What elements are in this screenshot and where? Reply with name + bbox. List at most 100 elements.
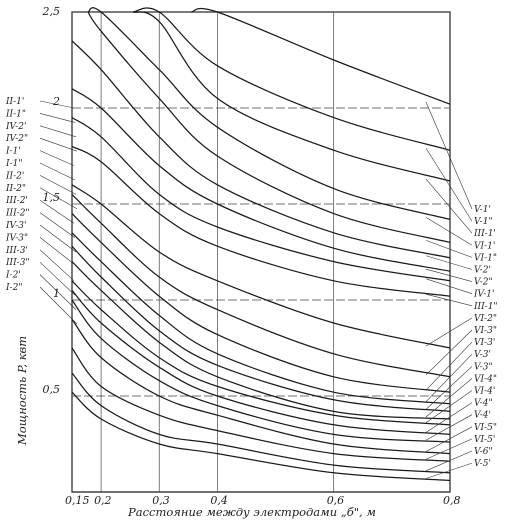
right-leader-line xyxy=(425,178,473,234)
right-leader-line xyxy=(425,329,473,376)
left-leader-line xyxy=(39,286,78,325)
right-leader-line xyxy=(425,450,473,472)
y-tick-label: 1,5 xyxy=(43,191,61,204)
left-leader-line xyxy=(39,175,77,195)
right-leader-line xyxy=(425,353,473,402)
series-line xyxy=(71,391,451,482)
right-curve-label: IV-1' xyxy=(473,290,494,300)
left-leader-line xyxy=(39,162,76,181)
right-curve-label: V-1" xyxy=(474,217,493,227)
right-curve-label: V-1' xyxy=(474,205,491,215)
left-leader-line xyxy=(39,187,78,210)
right-leader-line xyxy=(425,462,473,479)
right-leader-line xyxy=(425,341,473,391)
series-line xyxy=(87,11,451,244)
left-leader-line xyxy=(39,199,75,224)
right-curve-label: VI-5" xyxy=(474,423,497,433)
left-curve-label: I-1" xyxy=(5,159,22,169)
right-leader-line xyxy=(425,366,473,410)
right-leader-line xyxy=(425,414,473,441)
left-leader-line xyxy=(39,150,75,166)
series-line xyxy=(71,117,451,282)
plot-frame xyxy=(71,11,451,493)
series-line xyxy=(71,88,451,272)
right-curve-label: VI-1' xyxy=(474,241,495,251)
right-curve-label: VI-3' xyxy=(474,338,495,348)
series-line xyxy=(71,213,451,393)
left-curve-label: III-2' xyxy=(5,196,28,206)
series-line xyxy=(71,245,451,413)
right-leader-line xyxy=(425,378,473,418)
series-line xyxy=(71,193,451,378)
series-line xyxy=(71,261,451,420)
x-tick-label: 0,8 xyxy=(443,494,461,507)
series-line xyxy=(71,289,451,436)
left-curve-label: IV-3' xyxy=(5,221,26,231)
right-leader-line xyxy=(425,317,473,347)
left-curve-label: I-2" xyxy=(5,283,22,293)
right-curve-label: VI-4" xyxy=(474,374,497,384)
tick-labels: 0,15 0,2 0,3 0,4 0,6 0,8 0,5 1 1,5 2 2,5 xyxy=(42,5,461,507)
left-curve-label: II-2' xyxy=(5,171,24,181)
right-curve-label: V-3' xyxy=(474,350,491,360)
left-leader-line xyxy=(39,274,77,310)
left-leader-line xyxy=(39,113,76,123)
series-line xyxy=(71,280,451,426)
right-leader-line xyxy=(425,390,473,424)
left-curve-label: IV-2" xyxy=(5,134,28,144)
series-line xyxy=(191,7,451,105)
y-tick-label: 1 xyxy=(53,287,60,300)
right-curve-label: III-1' xyxy=(473,229,496,239)
right-curve-label: III-1" xyxy=(473,302,498,312)
y-axis-label: Мощность P, квт xyxy=(15,336,29,446)
left-curve-label: I-1' xyxy=(5,147,21,157)
right-curve-label: VI-1" xyxy=(474,253,497,263)
left-leader-line xyxy=(39,212,76,238)
leader-lines xyxy=(39,100,473,479)
series-line xyxy=(87,7,451,221)
y-tick-label: 2 xyxy=(52,95,60,108)
right-curve-label: VI-3" xyxy=(474,326,497,336)
grid xyxy=(71,11,451,493)
right-leader-line xyxy=(425,426,473,452)
series-line xyxy=(71,318,451,455)
right-leader-line xyxy=(425,148,473,222)
series-line xyxy=(71,145,451,297)
left-curve-label: IV-3" xyxy=(5,233,28,243)
right-curve-label: V-6" xyxy=(474,447,493,457)
right-leader-line xyxy=(425,102,473,210)
x-tick-label: 0,2 xyxy=(94,494,112,507)
left-leader-line xyxy=(39,249,75,282)
left-curve-label: II-2" xyxy=(5,184,26,194)
left-leader-line xyxy=(39,261,76,296)
x-axis-label: Расстояние между электродами „б", м xyxy=(127,505,376,519)
left-curve-label: II-1" xyxy=(5,109,26,119)
x-tick-label: 0,3 xyxy=(152,494,170,507)
right-curve-label: VI-5' xyxy=(474,435,495,445)
left-leader-line xyxy=(39,137,78,152)
left-curve-label: III-2" xyxy=(5,209,30,219)
right-leader-line xyxy=(425,217,473,246)
left-labels: II-1' II-1" IV-2' IV-2" I-1' I-1" II-2' II-2" II… xyxy=(5,97,30,293)
left-leader-line xyxy=(39,125,77,138)
left-curve-label: III-3" xyxy=(5,258,30,268)
right-leader-line xyxy=(425,240,473,258)
right-leader-line xyxy=(425,255,473,270)
right-curve-label: V-3" xyxy=(474,362,493,372)
y-tick-label: 2,5 xyxy=(42,5,61,18)
series-line xyxy=(71,232,451,405)
series-line xyxy=(71,184,451,349)
right-leader-line xyxy=(425,268,473,282)
x-tick-label: 0,6 xyxy=(327,494,345,507)
right-curve-label: V-4' xyxy=(474,411,491,421)
right-leader-line xyxy=(425,438,473,460)
left-leader-line xyxy=(39,100,75,109)
left-curve-label: III-3' xyxy=(5,246,28,256)
left-curve-label: II-1' xyxy=(5,97,24,107)
right-curve-label: VI-4' xyxy=(474,387,495,397)
series-line xyxy=(71,372,451,474)
right-curve-label: VI-2" xyxy=(474,314,497,324)
right-curve-label: V-2" xyxy=(474,278,493,288)
series-line xyxy=(71,40,451,259)
